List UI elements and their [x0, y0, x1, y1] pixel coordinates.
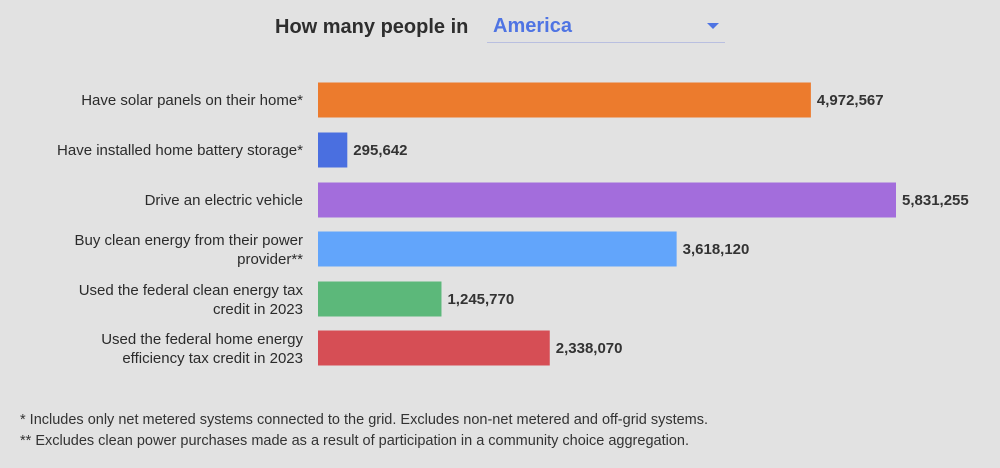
bar — [318, 231, 677, 267]
bar — [318, 281, 442, 317]
value-label: 295,642 — [353, 142, 407, 159]
chevron-down-icon — [707, 23, 719, 29]
region-dropdown-value: America — [493, 14, 572, 37]
region-dropdown[interactable]: America — [487, 10, 725, 43]
bar — [318, 132, 348, 168]
bar-chart: 4,972,567 Have solar panels on their home… — [57, 82, 969, 367]
category-label: efficiency tax credit in 2023 — [122, 350, 303, 367]
footnote-1: * Includes only net metered systems conn… — [20, 412, 709, 428]
value-label: 1,245,770 — [447, 291, 514, 308]
category-label: Used the federal clean energy tax — [79, 282, 304, 299]
chart-title: How many people in — [275, 15, 469, 38]
category-label: Have installed home battery storage* — [57, 142, 303, 159]
category-label: Used the federal home energy — [101, 331, 303, 348]
category-label: Have solar panels on their home* — [81, 92, 303, 109]
bar — [318, 82, 811, 118]
chart-header: How many people in America — [275, 10, 725, 44]
value-label: 4,972,567 — [817, 92, 884, 109]
category-label: provider** — [237, 251, 303, 268]
footnote-2: ** Excludes clean power purchases made a… — [20, 433, 689, 449]
bar — [318, 330, 550, 366]
value-label: 3,618,120 — [683, 241, 750, 258]
value-label: 5,831,255 — [902, 192, 969, 209]
value-label: 2,338,070 — [556, 340, 623, 357]
category-label: Drive an electric vehicle — [145, 192, 303, 209]
bar — [318, 182, 896, 218]
category-label: credit in 2023 — [213, 301, 303, 318]
category-label: Buy clean energy from their power — [75, 232, 303, 249]
footnotes: * Includes only net metered systems conn… — [20, 410, 708, 452]
